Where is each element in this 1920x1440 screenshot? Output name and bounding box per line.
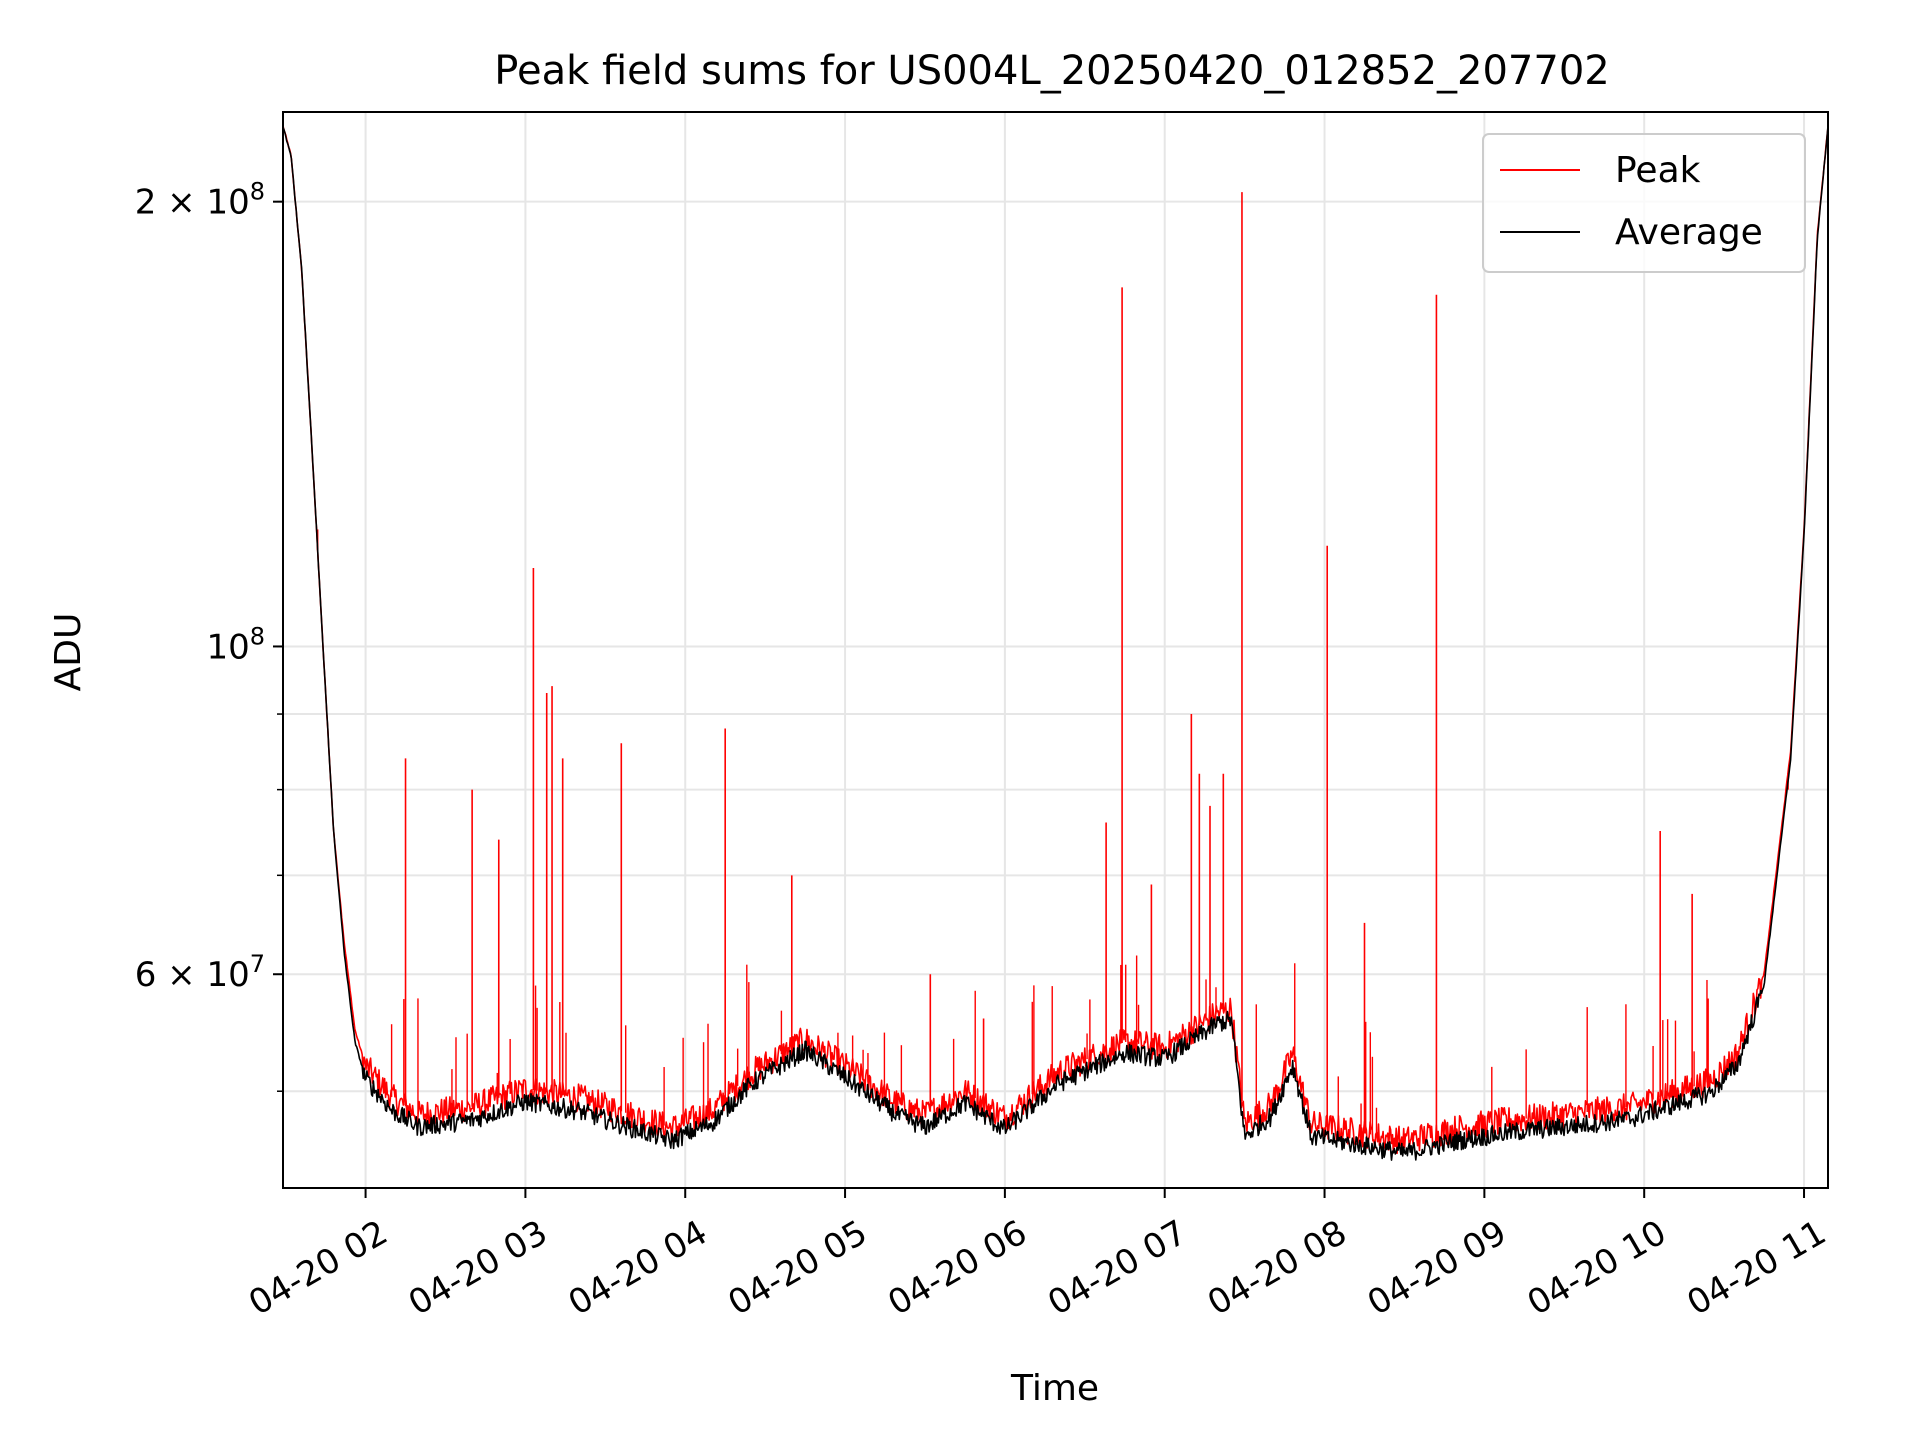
grid [283, 112, 1828, 1188]
legend-peak-label: Peak [1615, 150, 1701, 191]
series-peak-line [283, 125, 1828, 1155]
y-tick-label: 6 × 107 [135, 950, 265, 995]
plot-area [283, 125, 1828, 1161]
y-axis: 2 × 108 108 6 × 107 [135, 178, 283, 1092]
legend: Peak Average [1482, 133, 1806, 273]
series-average-line [283, 126, 1828, 1161]
y-tick-label: 2 × 108 [135, 178, 265, 223]
y-tick-label: 108 [206, 622, 265, 667]
x-axis-label: Time [1010, 1368, 1099, 1409]
chart-title: Peak field sums for US004L_20250420_0128… [494, 48, 1609, 94]
y-axis-label: ADU [48, 613, 89, 692]
axes-frame [282, 111, 1829, 1189]
legend-box [1482, 133, 1806, 273]
legend-average-label: Average [1615, 212, 1763, 253]
